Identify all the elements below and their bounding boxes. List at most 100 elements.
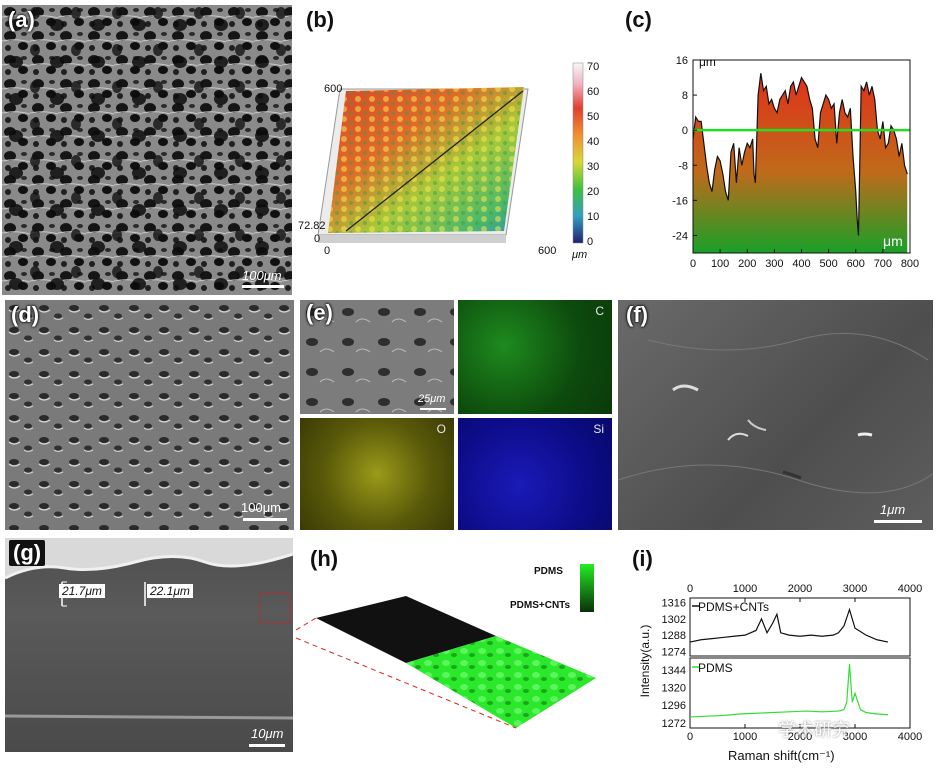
scale-text: 25μm: [418, 393, 446, 405]
panel-i-raman-spectra: (i) 1316 1302 1288 1274 1344 1320 1296 1272 0 100…: [618, 538, 935, 768]
eds-map-carbon: C: [458, 300, 612, 414]
y-tick-label: 1302: [662, 614, 686, 626]
thickness-label-1: 21.7μm: [59, 584, 105, 598]
panel-g-cross-section: (g) 21.7μm 22.1μm 10μm: [5, 538, 293, 752]
y-tick-label: 1344: [662, 665, 686, 677]
y-unit: μm: [699, 55, 716, 69]
y-tick-label: -24: [672, 230, 688, 242]
bottom-x-tick-label: 2000: [788, 731, 812, 743]
legend-top-label: PDMS: [534, 566, 563, 577]
top-x-tick-label: 1000: [733, 583, 757, 595]
x-tick-label: 200: [738, 258, 756, 270]
panel-h-raman-map: (h) PDMS PDMS+CNTs: [296, 538, 616, 752]
series-label-top: PDMS+CNTs: [698, 600, 770, 614]
axis-x-end: 600: [538, 245, 557, 257]
panel-label: (g): [9, 540, 46, 566]
porous-texture: [2, 5, 292, 295]
scale-text: 100μm: [241, 500, 282, 515]
colorbar-ticks: 70 60 50 40 30 20 10 0: [587, 61, 611, 251]
panel-label: (h): [310, 546, 339, 571]
scale-bar: [242, 285, 284, 288]
colorbar-tick: 0: [587, 236, 594, 248]
eds-sem-tile: (e) 25μm: [300, 300, 454, 414]
colorbar-tick: 40: [587, 136, 600, 148]
scale-bar: [420, 408, 446, 410]
y-axis-label: Intensity(a.u.): [638, 624, 652, 698]
watermark: 学术研究: [778, 720, 850, 740]
cross-section-texture: [5, 538, 293, 720]
panel-label: (c): [625, 7, 652, 32]
y-tick-label: -8: [678, 160, 688, 172]
y-tick-label: 8: [682, 90, 688, 102]
axis-zero: 0: [314, 233, 321, 245]
scale-bar: [874, 520, 922, 523]
bottom-x-tick-label: 1000: [733, 731, 757, 743]
top-x-tick-label: 0: [687, 583, 693, 595]
panel-e-eds: (e) 25μm C O Si: [300, 300, 612, 530]
panel-label: (d): [11, 302, 40, 327]
spectrum-line-0: [689, 607, 889, 643]
sem-texture: [5, 300, 294, 530]
x-tick-label: 600: [847, 258, 865, 270]
scale-text: 100μm: [242, 268, 282, 283]
x-tick-label: 0: [690, 258, 696, 270]
spectrum-line-1: [689, 663, 889, 718]
y-tick-label: 1288: [662, 630, 686, 642]
sem-texture: [618, 332, 933, 494]
bottom-x-tick-label: 4000: [898, 731, 922, 743]
bottom-x-tick-label: 3000: [843, 731, 867, 743]
panel-label: (i): [632, 546, 653, 571]
x-tick-label: 500: [819, 258, 837, 270]
panel-label: (e): [306, 300, 333, 325]
topography-3d-surface: [317, 62, 584, 244]
eds-map-oxygen: O: [300, 418, 454, 530]
top-x-tick-label: 4000: [898, 583, 922, 595]
scale-bar: [243, 518, 287, 521]
eds-map-silicon: Si: [458, 418, 612, 530]
series-label-bottom: PDMS: [698, 661, 733, 675]
colorbar-unit: μm: [572, 249, 588, 261]
scale-bar: [249, 744, 285, 747]
axis-left-top: 600: [324, 83, 343, 95]
x-axis-label: Raman shift(cm⁻¹): [728, 748, 835, 763]
legend-bottom-label: PDMS+CNTs: [510, 600, 571, 611]
x-tick-label: 800: [901, 258, 919, 270]
axis-x-start: 0: [324, 245, 331, 257]
colorbar-tick: 60: [587, 86, 600, 98]
element-label-c: C: [595, 304, 604, 318]
y-tick-label: 1316: [662, 598, 686, 610]
plot-area: 16 8 0 -8 -16 -24 0 100 200 300 400 500 600 700 800: [672, 55, 919, 270]
bottom-x-tick-label: 0: [687, 731, 693, 743]
element-label-si: Si: [593, 422, 604, 436]
panel-label: (b): [306, 7, 335, 32]
colorbar-tick: 30: [587, 161, 600, 173]
y-tick-label: 1274: [662, 646, 686, 658]
axis-left-bottom: 72.82: [298, 220, 326, 232]
panel-a-sem-image: (a) 100μm: [2, 5, 292, 295]
panel-label: (f): [626, 302, 648, 327]
top-x-tick-label: 2000: [788, 583, 812, 595]
y-tick-label: 0: [682, 125, 688, 137]
colorbar-tick: 10: [587, 211, 600, 223]
x-tick-label: 100: [711, 258, 729, 270]
y-tick-label: 1296: [662, 700, 686, 712]
colorbar-tick: 20: [587, 186, 600, 198]
x-unit: μm: [883, 233, 903, 249]
scale-text: 10μm: [251, 726, 284, 741]
profile-line: [692, 73, 908, 236]
panel-label: (a): [8, 7, 35, 32]
x-tick-label: 400: [792, 258, 810, 270]
element-label-o: O: [436, 422, 446, 436]
panel-d-sem-image: (d) 100μm: [5, 300, 294, 530]
raman-map-surface: [296, 564, 596, 729]
x-tick-label: 700: [874, 258, 892, 270]
thickness-label-2: 22.1μm: [147, 584, 193, 598]
scale-text: 1μm: [880, 502, 906, 517]
colorbar-tick: 70: [587, 61, 600, 73]
profile-area: [693, 73, 908, 253]
panel-b-topography: (b): [298, 5, 612, 295]
y-tick-label: 1320: [662, 682, 686, 694]
top-x-tick-label: 3000: [843, 583, 867, 595]
